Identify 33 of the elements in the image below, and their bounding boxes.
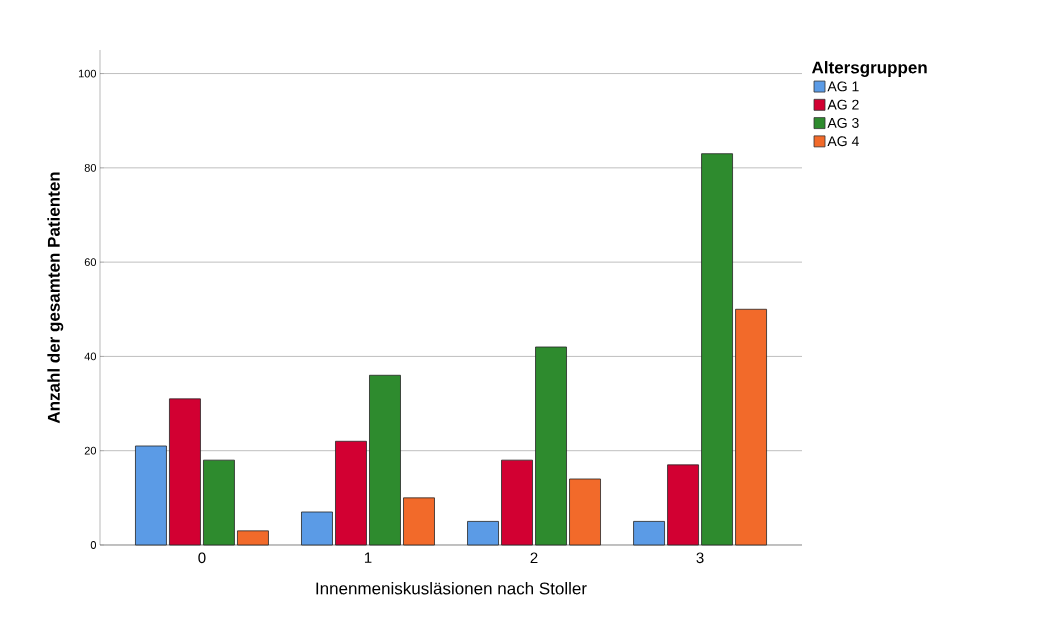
legend-label: AG 1 bbox=[827, 81, 859, 92]
x-tick-label: 2 bbox=[530, 552, 538, 563]
x-tick-label: 1 bbox=[364, 552, 372, 563]
legend-label: AG 2 bbox=[827, 99, 859, 110]
bar bbox=[735, 308, 767, 546]
legend-label: AG 4 bbox=[827, 136, 859, 147]
bar bbox=[369, 374, 401, 546]
bar bbox=[203, 459, 235, 546]
bar bbox=[569, 478, 601, 546]
bar bbox=[633, 521, 665, 546]
bar bbox=[667, 464, 699, 546]
y-tick-label: 0 bbox=[90, 541, 97, 549]
x-axis-title: Innenmeniskusläsionen nach Stoller bbox=[316, 582, 587, 595]
x-tick-label: 0 bbox=[198, 552, 206, 564]
bar bbox=[301, 511, 333, 546]
legend-title: Altersgruppen bbox=[811, 61, 927, 77]
y-axis-title: Anzahl der gesamten Patienten bbox=[47, 172, 64, 424]
bar bbox=[403, 497, 435, 546]
bar bbox=[135, 445, 167, 546]
y-tick-label: 20 bbox=[84, 446, 97, 455]
bar bbox=[169, 398, 201, 546]
bar bbox=[501, 459, 533, 546]
bar bbox=[467, 521, 499, 546]
y-tick-label: 60 bbox=[84, 258, 97, 267]
x-tick-label: 3 bbox=[696, 552, 704, 564]
y-tick-label: 40 bbox=[84, 352, 97, 361]
legend-label: AG 3 bbox=[827, 117, 859, 128]
bar bbox=[237, 530, 269, 546]
y-tick-label: 80 bbox=[84, 163, 97, 172]
y-tick-label: 100 bbox=[78, 69, 97, 78]
bar bbox=[335, 440, 367, 546]
bar bbox=[535, 346, 567, 546]
bar bbox=[701, 153, 733, 546]
